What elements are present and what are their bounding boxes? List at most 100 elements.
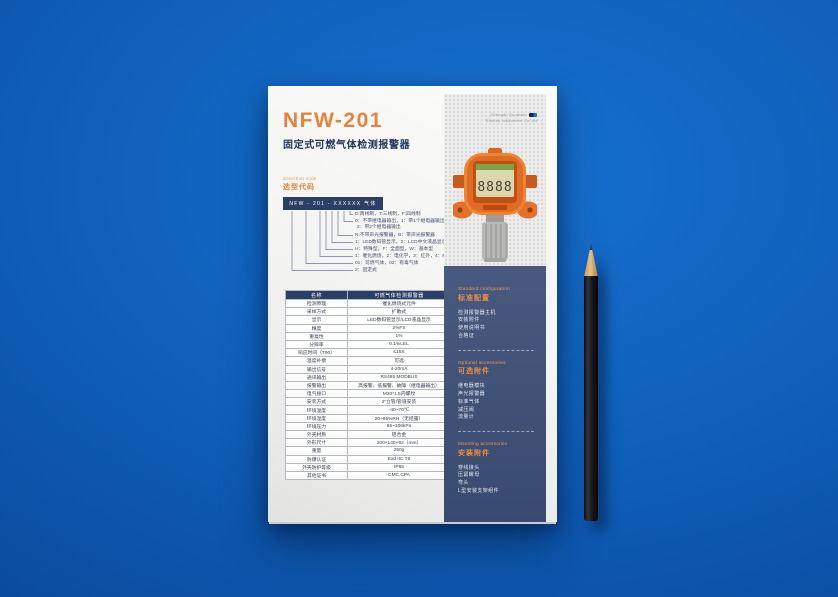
spec-value: 200×140×92（mm）	[347, 438, 451, 448]
spec-label: 电气接口	[285, 389, 348, 399]
spec-value: -40~70℃	[347, 405, 451, 415]
section-item: 继电器模块	[458, 383, 486, 390]
spec-row: 环境湿度 20~95%RH（无结露）	[285, 413, 451, 423]
company-name-line1: Chengdu Southern	[490, 112, 527, 117]
spec-label: 其他证书	[285, 470, 348, 481]
section-items: 穿线接头 压紧螺母 弯头 L型安装支架组件	[458, 465, 534, 496]
spec-value: 250g	[347, 446, 451, 456]
dashed-separator	[458, 431, 534, 433]
spec-value: LED数码管显示/LCD液晶显示	[347, 315, 451, 325]
spec-value: 1%	[347, 331, 451, 341]
selection-code-label-zh: 选型代码	[283, 184, 315, 191]
spec-label: 外壳防护等级	[285, 462, 348, 472]
section-title-en: Mounting accessories	[458, 441, 508, 447]
tree-row-label: 1：LED数码管显示，2：LCD中文液晶显示	[355, 240, 447, 245]
spec-row: 外壳材质 铝合金	[285, 429, 451, 440]
spec-value: 催化燃烧式元件	[347, 298, 451, 309]
spec-row: 环境温度 -40~70℃	[285, 405, 451, 415]
model-code-bar: NFW - 201 - XXXXXX 气体	[283, 197, 383, 210]
section-item: 声光报警器	[458, 390, 486, 397]
tree-row-label: 1：催化燃烧，2：电化学，3：红外，4：PID	[355, 254, 451, 259]
spec-value: 2%FS	[347, 323, 451, 333]
device-display-digits: 8888	[477, 180, 512, 195]
spec-row: 精度 2%FS	[285, 323, 451, 333]
spec-row: 显示 LED数码管显示/LCD液晶显示	[285, 315, 451, 325]
spec-row: 环境压力 86~106kPa	[285, 421, 451, 432]
section-item: 减压阀	[458, 406, 475, 413]
spec-row: 采样方式 扩散式	[285, 307, 451, 317]
selection-code-label-en: Selection code	[283, 176, 317, 181]
spec-label: 输出信号	[285, 364, 348, 374]
spec-value: M20*1.5内螺纹	[347, 389, 451, 399]
spec-label: 外形尺寸	[285, 438, 348, 448]
page-subtitle: 固定式可燃气体检测报警器	[283, 140, 411, 151]
spec-value: 铝合金	[347, 429, 451, 440]
section-item: L型安装支架组件	[458, 488, 499, 495]
section-item: 流量计	[458, 414, 475, 421]
spec-label: 重量	[285, 446, 348, 456]
spec-label: 采样方式	[285, 307, 348, 317]
spec-label: 环境温度	[285, 405, 348, 415]
company-logo-icon	[529, 112, 537, 117]
spec-header-name: 名称	[285, 290, 348, 300]
spec-value: ≤15S	[347, 348, 451, 358]
spec-label: 精度	[285, 323, 348, 333]
section-item: 压紧螺母	[458, 472, 480, 479]
dashed-separator	[458, 349, 534, 351]
spec-row: 分辨率 0.1%LEL	[285, 339, 451, 350]
spec-table-header-row: 名称 可燃气体检测报警器	[285, 290, 451, 300]
section-items: 检测报警器主机 安装附件 使用说明书 合格证	[458, 310, 534, 341]
spec-value: CMC,CPA	[347, 470, 451, 481]
tree-row-label: N:不带声光报警器，B：带声光报警器	[355, 233, 435, 238]
spec-row: 外形尺寸 200×140×92（mm）	[285, 438, 451, 448]
page-title: NFW-201	[283, 109, 383, 132]
spec-row: 安装方式 2"立管/管道安装	[285, 397, 451, 407]
spec-row: 电气接口 M20*1.5内螺纹	[285, 389, 451, 399]
spec-table: 名称 可燃气体检测报警器 检测原理 催化燃烧式元件 采样方式 扩散式 显示 LED数码管显…	[285, 290, 451, 481]
spec-value: Exd IIC T6	[347, 454, 451, 464]
spec-label: 分辨率	[285, 339, 348, 350]
section-title-en: Standard configuration	[458, 286, 510, 291]
tree-row-label: 0：不带继电器输出，1：带1个继电器输出，	[355, 219, 450, 224]
spec-value: RS485 MODBUS	[347, 372, 451, 382]
accessories-sidebar: Standard configuration 标准配置 检测报警器主机 安装附件 使用说…	[444, 266, 546, 522]
spec-label: 温度补偿	[285, 356, 348, 366]
spec-row: 外壳防护等级 IP65	[285, 462, 451, 472]
tree-row-label: 2：带2个继电器输出	[357, 225, 401, 230]
selection-tree-lines	[291, 211, 353, 271]
spec-value: IP65	[347, 462, 451, 472]
datasheet-page: NFW-201 固定式可燃气体检测报警器 Selection code 选型代码…	[268, 86, 557, 524]
spec-value: 可选	[347, 356, 451, 366]
section-item: 合格证	[458, 332, 475, 339]
spec-label: 通讯输出	[285, 372, 348, 382]
spec-label: 检测原理	[285, 298, 348, 309]
spec-value: 高报警、低报警、故障（继电器输出）	[347, 380, 451, 391]
company-name: Chengdu Southern Electric Instrument Co.…	[486, 112, 537, 123]
spec-label: 外壳材质	[285, 429, 348, 440]
spec-row: 输出信号 4-20mA	[285, 364, 451, 374]
spec-row: 防爆认证 Exd IIC T6	[285, 454, 451, 464]
spec-label: 响应时间（T90）	[285, 348, 348, 358]
section-title-en: Optional accessories	[458, 359, 506, 365]
spec-value: 扩散式	[347, 307, 451, 317]
tree-row-label: 01：可燃气体，02：有毒气体	[355, 261, 419, 266]
spec-label: 环境压力	[285, 421, 348, 432]
spec-label: 防爆认证	[285, 454, 348, 464]
tree-row-label: D:两线制，T:三线制，F:四线制	[355, 212, 421, 217]
spec-value: 4-20mA	[347, 364, 451, 374]
spec-row: 报警输出 高报警、低报警、故障（继电器输出）	[285, 380, 451, 391]
pencil-graphite-tip	[589, 243, 593, 252]
spec-row: 响应时间（T90） ≤15S	[285, 348, 451, 358]
gas-detector-image: 8888	[453, 148, 537, 262]
spec-value: 86~106kPa	[347, 421, 451, 432]
spec-table-body: 检测原理 催化燃烧式元件 采样方式 扩散式 显示 LED数码管显示/LCD液晶显示 精度 2%…	[285, 298, 451, 481]
spec-value: 2"立管/管道安装	[347, 397, 451, 407]
spec-label: 显示	[285, 315, 348, 325]
tree-row-label: H：特殊型，F：全面型，W：基本型	[355, 247, 434, 252]
section-item: 标准气体	[458, 398, 480, 405]
spec-label: 重复性	[285, 331, 348, 341]
section-item: 安装附件	[458, 317, 480, 324]
spec-label: 安装方式	[285, 397, 348, 407]
spec-value: 20~95%RH（无结露）	[347, 413, 451, 423]
